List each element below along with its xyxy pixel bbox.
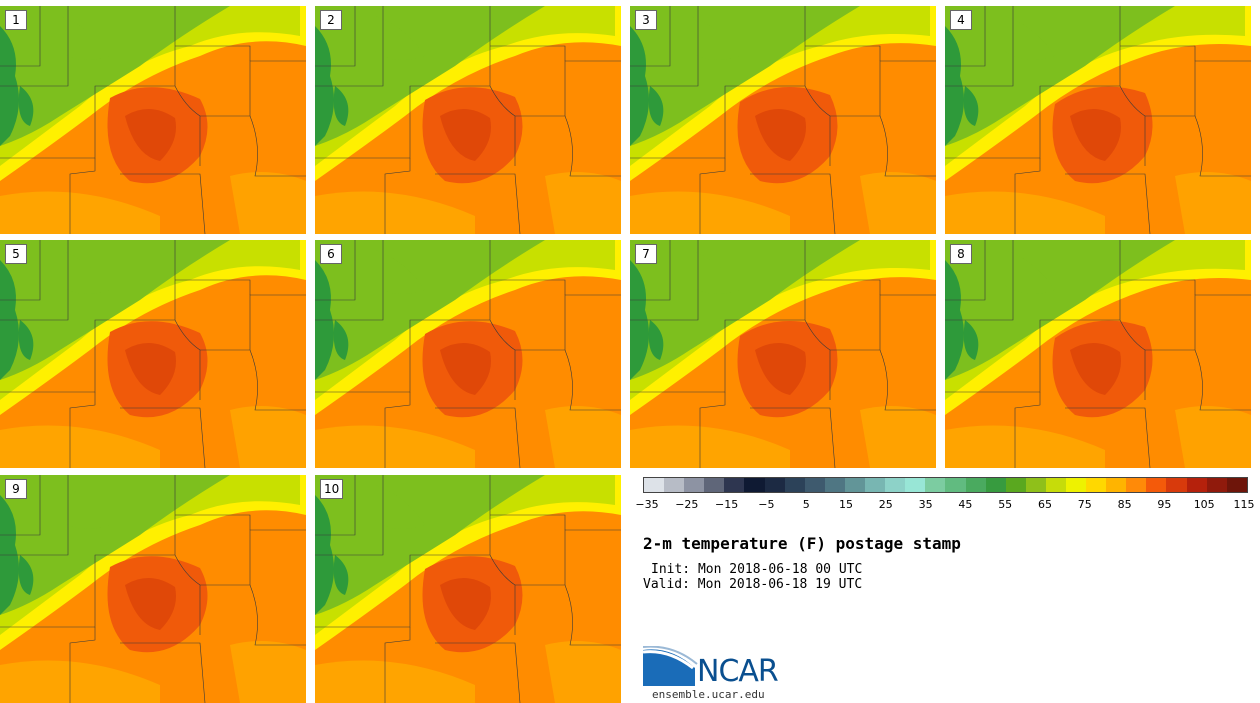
colorbar-swatch	[804, 478, 825, 492]
colorbar-tick-label: 25	[878, 498, 893, 511]
colorbar-tick-label: 15	[839, 498, 853, 511]
temperature-map	[945, 6, 1251, 234]
colorbar-swatch	[724, 478, 745, 492]
member-panel: 8	[945, 240, 1251, 468]
colorbar-swatch	[1005, 478, 1026, 492]
colorbar-swatch	[885, 478, 906, 492]
colorbar-swatch	[744, 478, 765, 492]
colorbar-swatch	[1025, 478, 1046, 492]
colorbar-swatch	[1206, 478, 1227, 492]
ncar-logo-icon	[643, 646, 698, 686]
colorbar-swatch	[1226, 478, 1247, 492]
member-panel: 2	[315, 6, 621, 234]
member-panel: 1	[0, 6, 306, 234]
temperature-map	[945, 240, 1251, 468]
member-panel: 10	[315, 475, 621, 703]
colorbar-swatch	[1126, 478, 1147, 492]
colorbar-swatch	[945, 478, 966, 492]
temperature-map	[0, 475, 306, 703]
member-number-label: 1	[5, 10, 27, 30]
init-time: Init: Mon 2018-06-18 00 UTC	[651, 562, 863, 577]
colorbar-tick-label: 75	[1077, 498, 1092, 511]
colorbar-tick-labels: −35 −25 −15 −5 5 15 25 35 45 55 65 75 85 95 105 115	[635, 498, 1254, 514]
temperature-map	[315, 475, 621, 703]
colorbar-swatch	[1146, 478, 1167, 492]
colorbar-swatch	[784, 478, 805, 492]
colorbar-swatch	[925, 478, 946, 492]
member-number-label: 10	[320, 479, 344, 499]
colorbar-swatch	[764, 478, 785, 492]
colorbar-tick-label: −15	[714, 498, 739, 511]
temperature-colorbar	[643, 477, 1248, 493]
colorbar-swatch	[1065, 478, 1087, 492]
colorbar-swatch	[1166, 478, 1187, 492]
colorbar-swatch	[844, 478, 866, 492]
temperature-map	[630, 240, 936, 468]
member-panel: 6	[315, 240, 621, 468]
colorbar-swatch	[1106, 478, 1127, 492]
colorbar-swatch	[704, 478, 725, 492]
temperature-map	[315, 6, 621, 234]
colorbar-swatch	[1186, 478, 1207, 492]
temperature-map	[630, 6, 936, 234]
colorbar-tick-label: 65	[1038, 498, 1052, 511]
colorbar-swatch	[824, 478, 845, 492]
ncar-wordmark: NCAR	[697, 654, 779, 689]
colorbar-swatch	[985, 478, 1006, 492]
member-number-label: 5	[5, 244, 27, 264]
member-number-label: 8	[950, 244, 972, 264]
colorbar-swatch	[664, 478, 685, 492]
valid-time: Valid: Mon 2018-06-18 19 UTC	[643, 577, 863, 592]
colorbar-swatch	[965, 478, 986, 492]
colorbar-tick-label: 115	[1233, 498, 1255, 511]
member-number-label: 9	[5, 479, 27, 499]
colorbar-tick-label: 85	[1117, 498, 1132, 511]
member-number-label: 7	[635, 244, 657, 264]
colorbar-swatch	[905, 478, 926, 492]
colorbar-swatch	[865, 478, 886, 492]
member-panel: 9	[0, 475, 306, 703]
colorbar-tick-label: 105	[1193, 498, 1215, 511]
colorbar-tick-label: 55	[998, 498, 1013, 511]
colorbar-tick-label: 45	[958, 498, 973, 511]
colorbar-tick-label: 95	[1157, 498, 1172, 511]
temperature-map	[0, 240, 306, 468]
member-panel: 3	[630, 6, 936, 234]
colorbar-tick-label: 5	[802, 498, 810, 511]
member-panel: 5	[0, 240, 306, 468]
colorbar-tick-label: −25	[675, 498, 699, 511]
member-number-label: 2	[320, 10, 342, 30]
member-number-label: 3	[635, 10, 657, 30]
colorbar-swatch	[684, 478, 705, 492]
chart-title: 2-m temperature (F) postage stamp	[643, 534, 961, 553]
colorbar-swatch	[1086, 478, 1107, 492]
member-panel: 7	[630, 240, 936, 468]
member-number-label: 6	[320, 244, 342, 264]
member-number-label: 4	[950, 10, 972, 30]
colorbar-tick-label: 35	[918, 498, 933, 511]
colorbar-swatch	[644, 478, 665, 492]
colorbar-tick-label: −35	[635, 498, 659, 511]
member-panel: 4	[945, 6, 1251, 234]
colorbar-tick-label: −5	[758, 498, 775, 511]
source-url: ensemble.ucar.edu	[652, 688, 765, 701]
colorbar-swatch	[1045, 478, 1066, 492]
temperature-map	[315, 240, 621, 468]
temperature-map	[0, 6, 306, 234]
